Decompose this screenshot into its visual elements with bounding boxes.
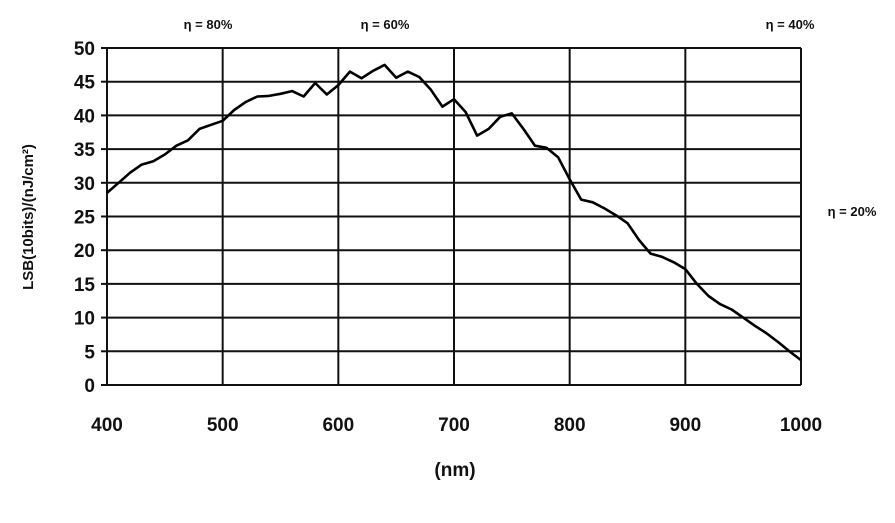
y-axis-title: LSB(10bits)/(nJ/cm²) <box>20 144 37 290</box>
x-tick-label-1000: 1000 <box>780 415 822 436</box>
y-tick-label-5: 5 <box>84 342 95 363</box>
y-tick-label-20: 20 <box>74 241 95 262</box>
y-axis-ticks: 0 5 10 15 20 25 30 35 40 45 50 <box>74 39 96 397</box>
annotation-eta-20: η = 20% <box>828 204 877 219</box>
y-tick-label-15: 15 <box>74 275 96 296</box>
x-tick-label-500: 500 <box>207 415 239 436</box>
x-axis-title: (nm) <box>434 460 475 481</box>
y-tick-label-30: 30 <box>74 174 95 195</box>
annotation-eta-80: η = 80% <box>184 17 233 32</box>
series-line <box>106 63 802 362</box>
y-tick-label-25: 25 <box>74 208 96 229</box>
x-tick-label-600: 600 <box>322 415 354 436</box>
x-tick-label-900: 900 <box>669 415 701 436</box>
x-tick-label-800: 800 <box>554 415 586 436</box>
y-tick-label-50: 50 <box>74 39 95 60</box>
x-tick-label-700: 700 <box>438 415 470 436</box>
y-tick-label-45: 45 <box>74 73 96 94</box>
y-tick-label-40: 40 <box>74 106 95 127</box>
grid-lines <box>101 47 802 386</box>
annotation-eta-60: η = 60% <box>361 17 410 32</box>
annotation-eta-40: η = 40% <box>766 17 815 32</box>
x-axis-ticks: 400 500 600 700 800 900 1000 <box>91 415 822 436</box>
y-tick-label-0: 0 <box>84 376 95 397</box>
x-tick-label-400: 400 <box>91 415 123 436</box>
y-tick-label-35: 35 <box>74 140 96 161</box>
y-tick-label-10: 10 <box>74 309 95 330</box>
